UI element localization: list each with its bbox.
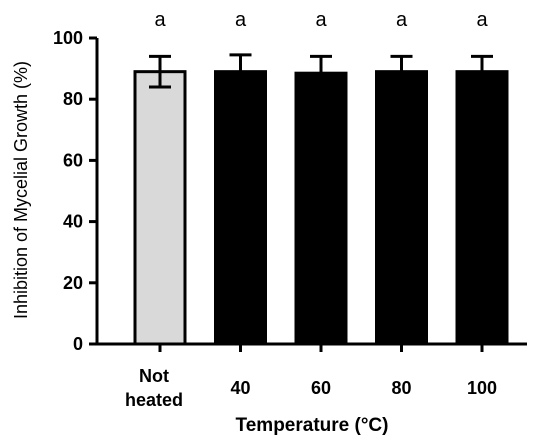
x-axis: Not heated 40 60 80 100	[95, 342, 527, 410]
bar	[455, 70, 509, 346]
error-bar	[149, 54, 171, 89]
bar	[214, 70, 267, 346]
significance-label: a	[235, 9, 247, 31]
x-tick-label: 60	[311, 378, 331, 398]
bar	[294, 71, 348, 346]
significance-label: a	[396, 9, 408, 31]
x-tick-label: 40	[230, 378, 250, 398]
y-tick-label: 0	[73, 334, 83, 354]
y-axis: 0 20 40 60 80 100	[53, 28, 99, 354]
y-tick-label: 80	[63, 89, 83, 109]
y-tick-label: 20	[63, 273, 83, 293]
y-tick-label: 100	[53, 28, 83, 48]
y-tick-label: 40	[63, 212, 83, 232]
bar	[133, 70, 187, 346]
error-bar	[471, 54, 493, 72]
x-tick-label: heated	[125, 390, 183, 410]
significance-label: a	[476, 9, 488, 31]
x-axis-title: Temperature (°C)	[236, 415, 389, 436]
significance-label: a	[315, 9, 327, 31]
y-axis-title: Inhibition of Mycelial Growth (%)	[11, 61, 31, 319]
x-tick-label: 80	[391, 378, 411, 398]
error-bar	[390, 54, 413, 72]
error-bar	[310, 54, 332, 74]
y-tick-label: 60	[63, 150, 83, 170]
x-tick-label: Not	[139, 366, 169, 386]
x-tick-label: 100	[467, 378, 497, 398]
bar	[375, 70, 428, 346]
error-bar	[229, 53, 252, 72]
significance-label: a	[154, 9, 166, 31]
